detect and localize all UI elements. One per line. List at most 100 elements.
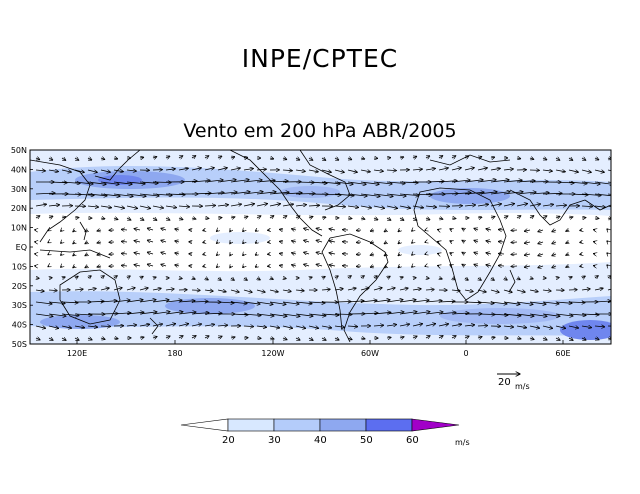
wind-vector — [555, 302, 572, 303]
wind-vector — [113, 338, 118, 339]
wind-vector — [321, 194, 341, 195]
wind-vector — [451, 193, 471, 194]
wind-vector — [87, 170, 97, 172]
wind-vector — [152, 288, 161, 290]
wind-vector — [204, 180, 223, 183]
lat-tick-label: 10N — [11, 224, 27, 233]
lon-tick-label: 180 — [167, 349, 182, 358]
wind-vector — [373, 181, 392, 184]
wind-vector — [48, 266, 49, 267]
wind-vector — [425, 324, 436, 326]
wind-vector — [113, 206, 125, 208]
wind-vector — [282, 338, 287, 340]
wind-vector — [100, 338, 105, 339]
wind-vector — [555, 326, 566, 328]
wind-vector — [503, 301, 520, 304]
wind-vector — [474, 228, 479, 230]
wind-vector — [152, 194, 172, 195]
wind-vector — [217, 336, 222, 338]
wind-vector — [398, 230, 400, 232]
wind-vector — [412, 300, 429, 302]
wind-vector — [216, 230, 218, 231]
wind-vector — [269, 313, 287, 316]
wind-vector — [413, 156, 417, 158]
wind-vector — [412, 336, 417, 338]
wind-vector — [566, 242, 569, 243]
wind-vector — [321, 182, 340, 184]
wind-vector — [426, 218, 430, 220]
wind-vector — [243, 290, 252, 292]
wind-vector — [517, 278, 520, 280]
wind-vector — [295, 194, 315, 195]
wind-vector — [48, 182, 67, 183]
wind-vector — [607, 338, 611, 339]
wind-vector — [243, 169, 253, 171]
wind-vector — [36, 216, 40, 218]
wind-vector — [87, 181, 106, 184]
wind-vector — [425, 289, 434, 290]
wind-vector — [451, 324, 462, 326]
wind-vector — [203, 254, 205, 255]
wind-vector — [166, 156, 170, 158]
wind-vector — [243, 301, 260, 304]
wind-vector — [384, 230, 387, 232]
wind-vector — [49, 158, 53, 160]
wind-vector — [191, 301, 208, 302]
wind-vector — [113, 170, 123, 172]
wind-vector — [203, 266, 205, 267]
wind-vector — [580, 254, 582, 255]
lon-tick-label: 60W — [361, 349, 379, 358]
wind-vector — [230, 204, 242, 206]
wind-vector — [256, 290, 265, 292]
wind-vector — [511, 230, 518, 231]
wind-vector — [568, 217, 573, 218]
wind-vector — [347, 218, 352, 219]
wind-vector — [399, 312, 417, 315]
wind-vector — [356, 242, 362, 243]
wind-vector — [134, 229, 141, 230]
wind-vector — [87, 338, 92, 340]
wind-vector — [243, 326, 254, 327]
wind-vector — [243, 192, 263, 195]
wind-vector — [334, 206, 346, 207]
wind-vector — [566, 230, 569, 231]
wind-vector — [361, 158, 365, 159]
wind-vector — [399, 206, 411, 208]
wind-vector — [347, 288, 356, 290]
wind-vector — [370, 266, 374, 267]
wind-vector — [139, 312, 157, 315]
wind-vector — [48, 205, 60, 206]
wind-vector — [594, 288, 603, 290]
wind-vector — [203, 230, 205, 231]
wind-vector — [316, 252, 323, 254]
wind-vector — [412, 194, 432, 195]
wind-vector — [191, 180, 210, 182]
wind-vector — [152, 324, 163, 326]
wind-vector — [244, 157, 248, 158]
wind-vector — [524, 266, 531, 267]
wind-vector — [439, 156, 443, 158]
wind-vector — [361, 218, 365, 219]
wind-vector — [153, 157, 157, 158]
wind-vector — [568, 326, 579, 328]
wind-vector — [321, 338, 326, 340]
wind-vector — [269, 181, 288, 182]
wind-vector — [74, 217, 79, 218]
wind-vector — [175, 229, 180, 230]
lat-tick-label: 20N — [11, 204, 27, 213]
wind-vector — [61, 242, 63, 243]
wind-vector — [529, 313, 547, 316]
wind-vector — [308, 182, 327, 183]
wind-vector — [114, 158, 118, 159]
wind-vector — [230, 180, 249, 183]
wind-vector — [400, 277, 403, 278]
wind-vector — [74, 314, 92, 315]
reference-vector-unit: m/s — [515, 382, 530, 391]
wind-vector — [451, 313, 469, 314]
legend-bin-50-60 — [365, 418, 413, 432]
wind-vector — [334, 170, 344, 172]
wind-vector — [61, 266, 63, 267]
wind-vector — [97, 242, 102, 243]
wind-vector — [504, 216, 508, 218]
wind-vector — [607, 169, 611, 172]
